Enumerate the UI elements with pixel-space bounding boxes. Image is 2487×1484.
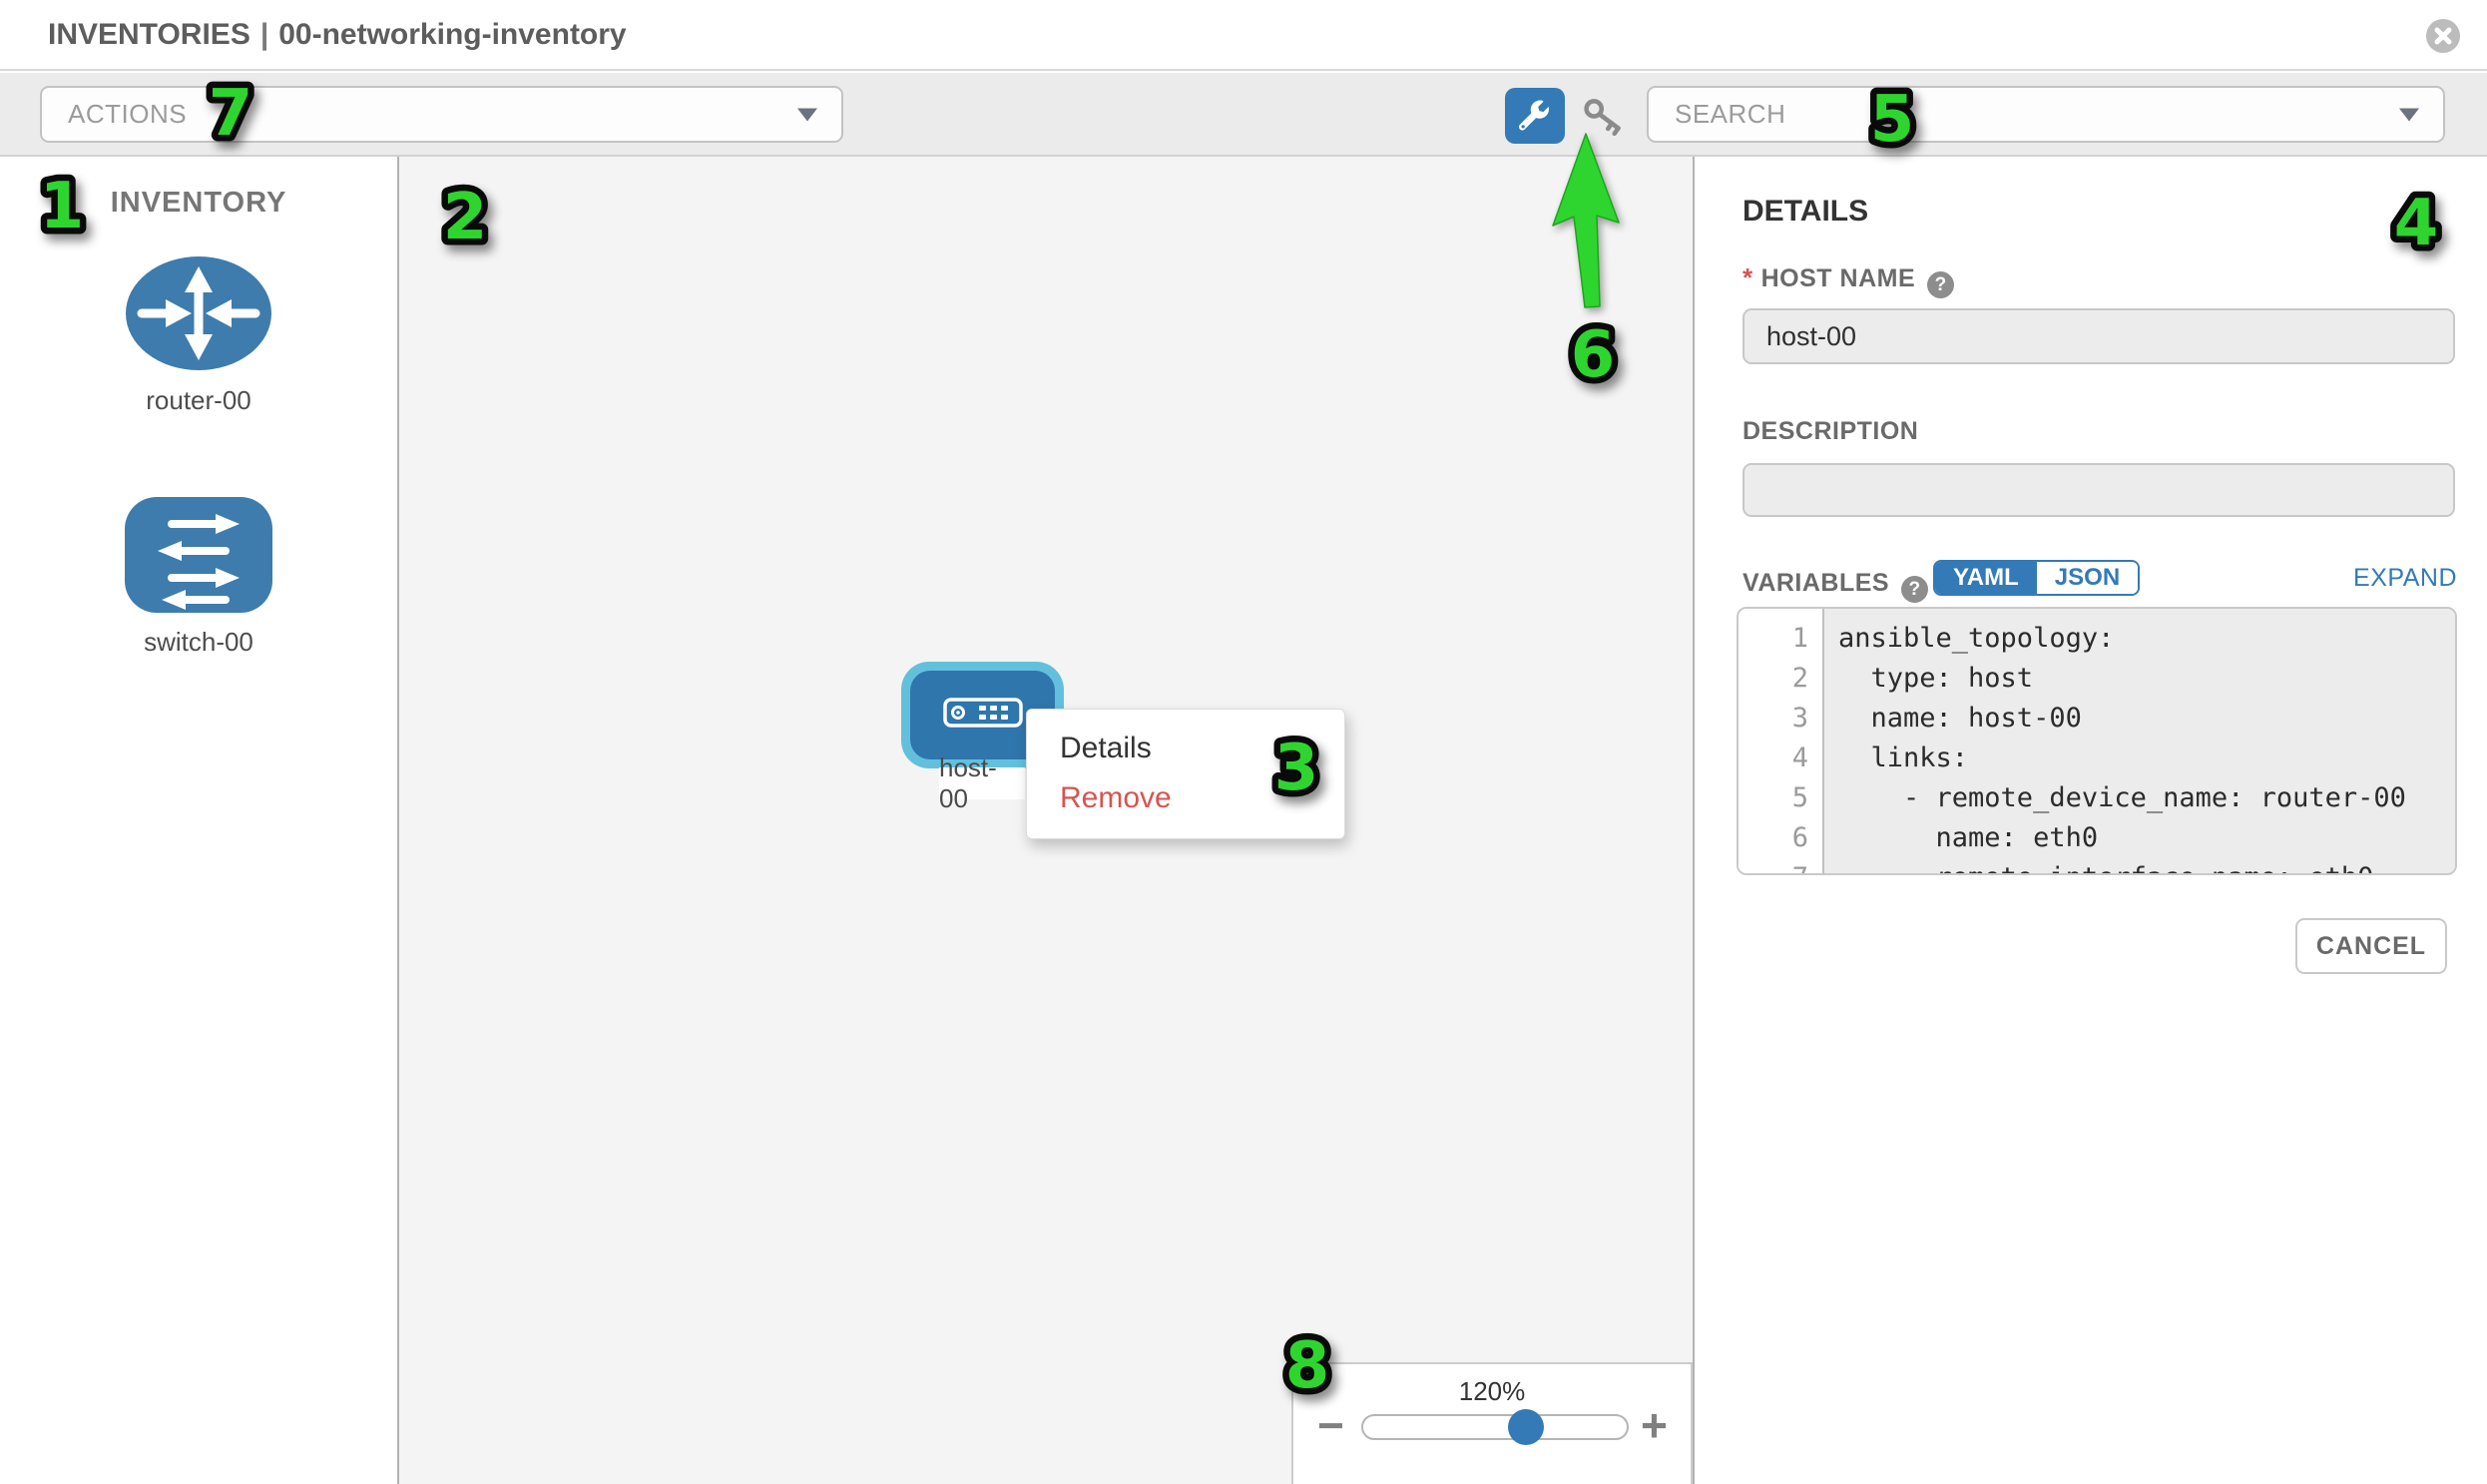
zoom-in-button[interactable]: + xyxy=(1641,1399,1668,1451)
actions-dropdown-label: ACTIONS xyxy=(68,99,188,129)
host-icon xyxy=(942,698,1023,733)
context-menu-item-remove[interactable]: Remove xyxy=(1060,781,1172,814)
palette-item-router[interactable]: router-00 xyxy=(0,254,397,416)
code-line: name: eth0 xyxy=(1838,822,2099,853)
key-icon xyxy=(1581,96,1629,139)
code-line: ansible_topology: xyxy=(1838,623,2115,654)
host-name-label: * HOST NAME xyxy=(1742,262,1955,298)
zoom-control: 120% − + xyxy=(1291,1362,1693,1484)
search-dropdown[interactable]: SEARCH xyxy=(1647,86,2445,143)
wrench-icon xyxy=(1517,97,1553,136)
details-heading: DETAILS xyxy=(1742,195,1869,228)
configure-tools-button[interactable] xyxy=(1505,88,1565,144)
code-gutter: 1 2 3 4 5 6 7 xyxy=(1739,609,1824,873)
inventory-sidebar: INVENTORY router-00 xyxy=(0,157,399,1484)
chevron-down-icon xyxy=(2399,108,2419,121)
page-title: INVENTORIES | 00-networking-inventory xyxy=(48,18,627,52)
line-number: 7 xyxy=(1739,858,1822,873)
title-bar: INVENTORIES | 00-networking-inventory xyxy=(0,0,2487,71)
search-dropdown-label: SEARCH xyxy=(1675,99,1786,129)
code-line: links: xyxy=(1838,742,1969,773)
expand-link[interactable]: EXPAND xyxy=(2353,564,2457,592)
line-number: 6 xyxy=(1791,822,1808,853)
router-icon xyxy=(124,256,273,376)
code-line: remote_interface_name: eth0 xyxy=(1838,858,2455,873)
code-area[interactable]: ansible_topology: type: host name: host-… xyxy=(1824,609,2455,873)
required-asterisk: * xyxy=(1742,262,1753,292)
context-menu: Details Remove xyxy=(1026,709,1345,839)
variables-label: VARIABLES xyxy=(1742,569,1929,603)
variables-code-editor: 1 2 3 4 5 6 7 ansible_topology: type: ho… xyxy=(1737,607,2457,875)
palette-item-switch[interactable]: switch-00 xyxy=(0,496,397,658)
switch-icon xyxy=(124,497,273,618)
toolbar: ACTIONS SEARCH xyxy=(0,73,2487,157)
code-line: name: host-00 xyxy=(1838,703,2082,734)
chevron-down-icon xyxy=(797,108,817,121)
key-button[interactable] xyxy=(1579,95,1631,139)
node-label: host-00 xyxy=(939,752,1025,813)
code-line: - remote_device_name: router-00 xyxy=(1838,782,2406,813)
context-menu-item-details[interactable]: Details xyxy=(1060,732,1152,764)
zoom-slider-track[interactable] xyxy=(1361,1409,1629,1445)
actions-dropdown[interactable]: ACTIONS xyxy=(40,86,843,143)
line-number: 1 xyxy=(1791,623,1808,654)
page-title-separator: | xyxy=(259,18,269,51)
sidebar-heading: INVENTORY xyxy=(110,187,287,219)
close-icon[interactable] xyxy=(2425,18,2461,54)
toggle-json[interactable]: JSON xyxy=(2036,562,2139,594)
page-title-section: INVENTORIES xyxy=(48,18,250,51)
cancel-button[interactable]: CANCEL xyxy=(2295,918,2447,974)
line-number: 4 xyxy=(1791,742,1808,773)
help-icon[interactable] xyxy=(1927,271,1955,298)
topology-canvas[interactable]: host-00 Details Remove 120% − + xyxy=(399,157,1695,1484)
line-number: 5 xyxy=(1791,782,1808,813)
zoom-slider-thumb[interactable] xyxy=(1508,1409,1544,1445)
page-title-inventory-name: 00-networking-inventory xyxy=(278,18,627,51)
palette-item-label: switch-00 xyxy=(144,627,253,657)
zoom-percent-label: 120% xyxy=(1458,1376,1526,1406)
host-name-input[interactable] xyxy=(1742,308,2455,364)
zoom-out-button[interactable]: − xyxy=(1317,1399,1344,1451)
line-number: 3 xyxy=(1791,703,1808,734)
variables-format-toggle: YAML JSON xyxy=(1933,560,2141,596)
description-label: DESCRIPTION xyxy=(1742,417,1919,445)
description-input[interactable] xyxy=(1742,463,2455,517)
code-line: type: host xyxy=(1838,663,2034,694)
toggle-yaml[interactable]: YAML xyxy=(1935,562,2037,594)
palette-item-label: router-00 xyxy=(146,385,251,415)
details-panel: DETAILS *HOST NAME DESCRIPTION VARIABLES… xyxy=(1697,157,2487,1484)
line-number: 2 xyxy=(1791,663,1808,694)
help-icon[interactable] xyxy=(1901,576,1929,603)
